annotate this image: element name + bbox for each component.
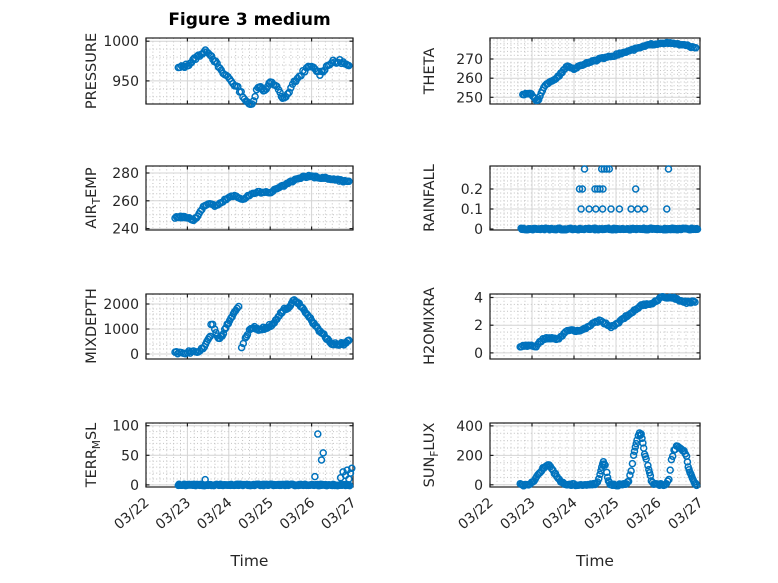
svg-text:03/27: 03/27: [665, 495, 706, 533]
svg-text:03/24: 03/24: [539, 495, 580, 533]
svg-text:03/23: 03/23: [497, 495, 538, 533]
svg-text:0.1: 0.1: [461, 202, 483, 218]
svg-text:0.2: 0.2: [461, 182, 483, 198]
svg-text:400: 400: [456, 419, 483, 435]
svg-text:250: 250: [456, 90, 483, 106]
svg-text:2: 2: [474, 318, 483, 334]
xlabel-time-right: Time: [576, 552, 614, 570]
xlabel-time-left: Time: [230, 552, 269, 570]
svg-text:260: 260: [456, 71, 483, 87]
svg-text:03/27: 03/27: [318, 495, 359, 533]
svg-text:0: 0: [130, 347, 139, 363]
svg-text:0: 0: [474, 346, 483, 362]
svg-text:1000: 1000: [103, 34, 139, 50]
svg-text:280: 280: [112, 166, 139, 182]
figure-title: Figure 3 medium: [168, 10, 331, 30]
svg-text:4: 4: [474, 291, 483, 307]
svg-text:03/24: 03/24: [194, 495, 235, 533]
svg-text:03/22: 03/22: [455, 495, 496, 533]
svg-text:100: 100: [112, 419, 139, 435]
svg-text:50: 50: [121, 448, 139, 464]
svg-text:03/25: 03/25: [581, 495, 622, 533]
svg-text:03/26: 03/26: [277, 495, 318, 533]
svg-text:950: 950: [112, 74, 139, 90]
svg-text:03/22: 03/22: [111, 495, 152, 533]
svg-text:03/26: 03/26: [623, 495, 664, 533]
svg-text:1000: 1000: [103, 322, 139, 338]
svg-text:0: 0: [474, 222, 483, 238]
svg-text:200: 200: [456, 448, 483, 464]
svg-text:260: 260: [112, 194, 139, 210]
svg-text:240: 240: [112, 222, 139, 238]
svg-text:0: 0: [474, 478, 483, 494]
svg-text:03/23: 03/23: [153, 495, 194, 533]
svg-text:2000: 2000: [103, 297, 139, 313]
svg-text:03/25: 03/25: [236, 495, 277, 533]
svg-text:270: 270: [456, 52, 483, 68]
svg-text:0: 0: [130, 478, 139, 494]
